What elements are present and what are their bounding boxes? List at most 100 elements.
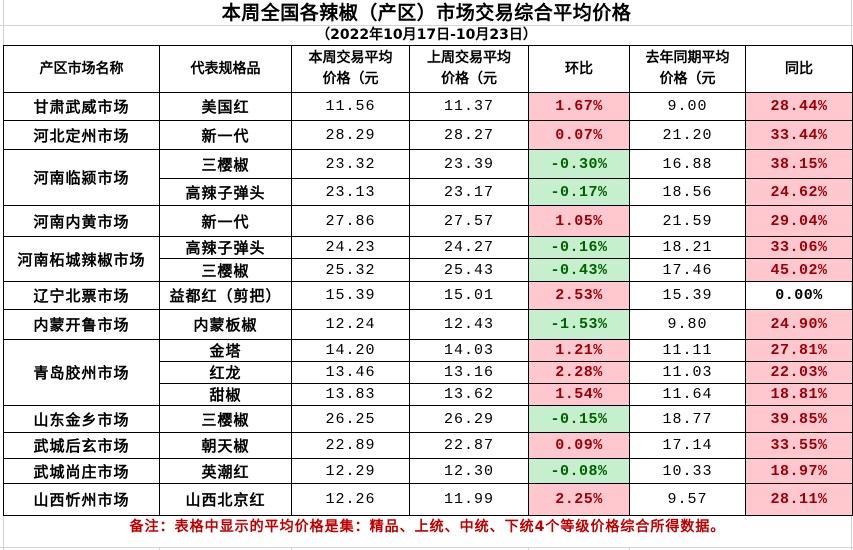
mom-cell[interactable]: -0.08%	[528, 458, 630, 484]
spec-cell[interactable]: 内蒙板椒	[159, 309, 292, 340]
last-year-price-cell[interactable]: 21.59	[629, 205, 746, 237]
yoy-cell[interactable]: 0.00%	[745, 281, 853, 310]
spec-cell[interactable]: 朝天椒	[159, 432, 292, 459]
last-year-price-cell[interactable]: 11.11	[629, 339, 746, 362]
header-this-week-price[interactable]: 本周交易平均 价格（元	[291, 45, 410, 93]
yoy-cell[interactable]: 24.90%	[745, 309, 853, 340]
this-week-price-cell[interactable]: 23.13	[291, 178, 410, 206]
this-week-price-cell[interactable]: 13.46	[291, 361, 410, 384]
market-name-cell[interactable]: 河南临颍市场	[3, 149, 160, 206]
header-market[interactable]: 产区市场名称	[3, 45, 160, 93]
mom-cell[interactable]: 0.09%	[528, 432, 630, 459]
market-name-cell[interactable]: 山东金乡市场	[3, 405, 160, 433]
last-week-price-cell[interactable]: 12.30	[409, 458, 529, 484]
spec-cell[interactable]: 益都红（剪把）	[159, 281, 292, 310]
yoy-cell[interactable]: 29.04%	[745, 205, 853, 237]
last-year-price-cell[interactable]: 10.33	[629, 458, 746, 484]
mom-cell[interactable]: 0.07%	[528, 120, 630, 150]
market-name-cell[interactable]: 武城尚庄市场	[3, 458, 160, 484]
market-name-cell[interactable]: 内蒙开鲁市场	[3, 309, 160, 340]
last-year-price-cell[interactable]: 9.57	[629, 483, 746, 516]
mom-cell[interactable]: -0.43%	[528, 258, 630, 282]
mom-cell[interactable]: 2.25%	[528, 483, 630, 516]
market-name-cell[interactable]: 武城后玄市场	[3, 432, 160, 459]
this-week-price-cell[interactable]: 12.26	[291, 483, 410, 516]
this-week-price-cell[interactable]: 23.32	[291, 149, 410, 179]
yoy-cell[interactable]: 24.62%	[745, 178, 853, 206]
last-year-price-cell[interactable]: 9.80	[629, 309, 746, 340]
market-name-cell[interactable]: 河北定州市场	[3, 120, 160, 150]
this-week-price-cell[interactable]: 24.23	[291, 236, 410, 259]
mom-cell[interactable]: 1.21%	[528, 339, 630, 362]
mom-cell[interactable]: -0.30%	[528, 149, 630, 179]
this-week-price-cell[interactable]: 12.29	[291, 458, 410, 484]
spec-cell[interactable]: 高辣子弹头	[159, 178, 292, 206]
last-year-price-cell[interactable]: 21.20	[629, 120, 746, 150]
this-week-price-cell[interactable]: 22.89	[291, 432, 410, 459]
yoy-cell[interactable]: 33.06%	[745, 236, 853, 259]
last-year-price-cell[interactable]: 16.88	[629, 149, 746, 179]
this-week-price-cell[interactable]: 12.24	[291, 309, 410, 340]
last-year-price-cell[interactable]: 11.03	[629, 361, 746, 384]
spec-cell[interactable]: 甜椒	[159, 383, 292, 406]
last-week-price-cell[interactable]: 11.99	[409, 483, 529, 516]
this-week-price-cell[interactable]: 15.39	[291, 281, 410, 310]
last-week-price-cell[interactable]: 11.37	[409, 92, 529, 121]
market-name-cell[interactable]: 河南柘城辣椒市场	[3, 236, 160, 282]
market-name-cell[interactable]: 青岛胶州市场	[3, 339, 160, 406]
last-week-price-cell[interactable]: 23.17	[409, 178, 529, 206]
spec-cell[interactable]: 金塔	[159, 339, 292, 362]
last-week-price-cell[interactable]: 25.43	[409, 258, 529, 282]
yoy-cell[interactable]: 33.55%	[745, 432, 853, 459]
spec-cell[interactable]: 红龙	[159, 361, 292, 384]
last-year-price-cell[interactable]: 18.56	[629, 178, 746, 206]
this-week-price-cell[interactable]: 13.83	[291, 383, 410, 406]
yoy-cell[interactable]: 38.15%	[745, 149, 853, 179]
header-last-year-price[interactable]: 去年同期平均 价格（元	[629, 45, 746, 93]
spec-cell[interactable]: 高辣子弹头	[159, 236, 292, 259]
mom-cell[interactable]: 2.53%	[528, 281, 630, 310]
yoy-cell[interactable]: 39.85%	[745, 405, 853, 433]
last-year-price-cell[interactable]: 17.46	[629, 258, 746, 282]
this-week-price-cell[interactable]: 26.25	[291, 405, 410, 433]
mom-cell[interactable]: 1.54%	[528, 383, 630, 406]
last-week-price-cell[interactable]: 13.62	[409, 383, 529, 406]
last-week-price-cell[interactable]: 27.57	[409, 205, 529, 237]
this-week-price-cell[interactable]: 27.86	[291, 205, 410, 237]
yoy-cell[interactable]: 45.02%	[745, 258, 853, 282]
market-name-cell[interactable]: 甘肃武威市场	[3, 92, 160, 121]
mom-cell[interactable]: -0.16%	[528, 236, 630, 259]
mom-cell[interactable]: -0.15%	[528, 405, 630, 433]
yoy-cell[interactable]: 18.97%	[745, 458, 853, 484]
yoy-cell[interactable]: 27.81%	[745, 339, 853, 362]
last-week-price-cell[interactable]: 22.87	[409, 432, 529, 459]
last-year-price-cell[interactable]: 15.39	[629, 281, 746, 310]
this-week-price-cell[interactable]: 28.29	[291, 120, 410, 150]
header-last-week-price[interactable]: 上周交易平均 价格（元	[409, 45, 529, 93]
last-week-price-cell[interactable]: 12.43	[409, 309, 529, 340]
last-week-price-cell[interactable]: 24.27	[409, 236, 529, 259]
market-name-cell[interactable]: 河南内黄市场	[3, 205, 160, 237]
yoy-cell[interactable]: 22.03%	[745, 361, 853, 384]
spec-cell[interactable]: 三樱椒	[159, 405, 292, 433]
spec-cell[interactable]: 新一代	[159, 120, 292, 150]
last-week-price-cell[interactable]: 28.27	[409, 120, 529, 150]
header-yoy[interactable]: 同比	[745, 45, 853, 93]
mom-cell[interactable]: 1.67%	[528, 92, 630, 121]
last-year-price-cell[interactable]: 9.00	[629, 92, 746, 121]
spec-cell[interactable]: 三樱椒	[159, 258, 292, 282]
last-year-price-cell[interactable]: 17.14	[629, 432, 746, 459]
spec-cell[interactable]: 新一代	[159, 205, 292, 237]
header-spec[interactable]: 代表规格品	[159, 45, 292, 93]
this-week-price-cell[interactable]: 11.56	[291, 92, 410, 121]
this-week-price-cell[interactable]: 25.32	[291, 258, 410, 282]
yoy-cell[interactable]: 18.81%	[745, 383, 853, 406]
mom-cell[interactable]: 2.28%	[528, 361, 630, 384]
last-week-price-cell[interactable]: 14.03	[409, 339, 529, 362]
last-week-price-cell[interactable]: 13.16	[409, 361, 529, 384]
last-week-price-cell[interactable]: 26.29	[409, 405, 529, 433]
last-year-price-cell[interactable]: 18.77	[629, 405, 746, 433]
last-week-price-cell[interactable]: 23.39	[409, 149, 529, 179]
yoy-cell[interactable]: 33.44%	[745, 120, 853, 150]
mom-cell[interactable]: -1.53%	[528, 309, 630, 340]
